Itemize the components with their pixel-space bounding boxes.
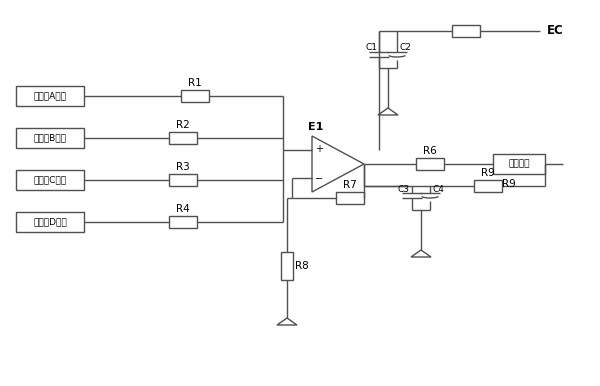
Bar <box>16 212 84 232</box>
Bar <box>493 154 545 174</box>
Text: +: + <box>315 144 323 154</box>
Text: 探测器D信号: 探测器D信号 <box>33 217 67 227</box>
Text: R1: R1 <box>188 78 202 88</box>
Text: R7: R7 <box>343 180 357 190</box>
Bar <box>416 158 444 170</box>
Text: C3: C3 <box>397 186 409 195</box>
Text: R2: R2 <box>176 120 190 130</box>
Text: 输出信号: 输出信号 <box>508 159 530 169</box>
Bar <box>181 90 209 102</box>
Text: E1: E1 <box>308 122 323 132</box>
Bar <box>169 132 197 144</box>
Bar <box>16 128 84 148</box>
Text: 探测器B信号: 探测器B信号 <box>34 134 67 142</box>
Text: R8: R8 <box>295 261 309 271</box>
Bar <box>474 180 502 192</box>
Bar <box>16 86 84 106</box>
Text: C2: C2 <box>399 42 411 51</box>
Bar <box>169 216 197 228</box>
Text: 探测器A信号: 探测器A信号 <box>34 91 67 100</box>
Text: R9: R9 <box>502 179 516 189</box>
Text: R6: R6 <box>423 146 437 156</box>
Text: 探测器C信号: 探测器C信号 <box>34 176 67 185</box>
Text: −: − <box>315 174 323 184</box>
Text: C4: C4 <box>432 186 444 195</box>
Bar <box>281 252 293 280</box>
Bar <box>452 25 480 37</box>
Text: EC: EC <box>547 24 563 37</box>
Bar <box>16 170 84 190</box>
Bar <box>336 192 364 204</box>
Text: C1: C1 <box>366 42 378 51</box>
Text: R9: R9 <box>481 168 495 178</box>
Text: R4: R4 <box>176 204 190 214</box>
Text: R3: R3 <box>176 162 190 172</box>
Bar <box>169 174 197 186</box>
